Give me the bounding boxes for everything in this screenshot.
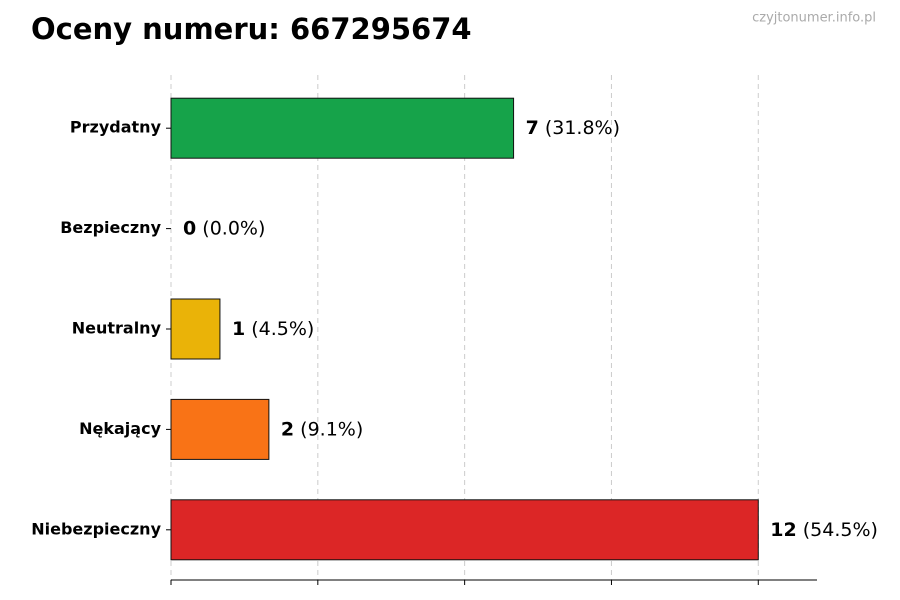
- value-number: 0: [183, 217, 196, 239]
- value-label: 0 (0.0%): [183, 217, 265, 239]
- bar: [170, 499, 759, 561]
- value-number: 2: [281, 418, 294, 440]
- value-number: 12: [770, 518, 796, 540]
- bar: [170, 398, 270, 460]
- value-label: 12 (54.5%): [770, 518, 878, 540]
- chart-title: Oceny numeru: 667295674: [31, 12, 472, 46]
- y-tick-label: Przydatny: [70, 118, 162, 137]
- value-label: 7 (31.8%): [526, 117, 620, 139]
- bar: [170, 298, 221, 360]
- watermark: czyjtonumer.info.pl: [752, 11, 876, 26]
- value-number: 7: [526, 117, 539, 139]
- value-label: 1 (4.5%): [232, 318, 314, 340]
- y-tick-label: Neutralny: [72, 319, 162, 338]
- value-percent: (31.8%): [545, 117, 620, 139]
- value-percent: (54.5%): [803, 518, 878, 540]
- value-percent: (0.0%): [202, 217, 265, 239]
- value-percent: (9.1%): [300, 418, 363, 440]
- value-percent: (4.5%): [251, 318, 314, 340]
- bar: [170, 97, 515, 159]
- y-tick-label: Nękający: [79, 419, 161, 438]
- y-tick-label: Bezpieczny: [60, 218, 161, 237]
- y-tick-label: Niebezpieczny: [31, 519, 161, 538]
- value-number: 1: [232, 318, 245, 340]
- value-label: 2 (9.1%): [281, 418, 363, 440]
